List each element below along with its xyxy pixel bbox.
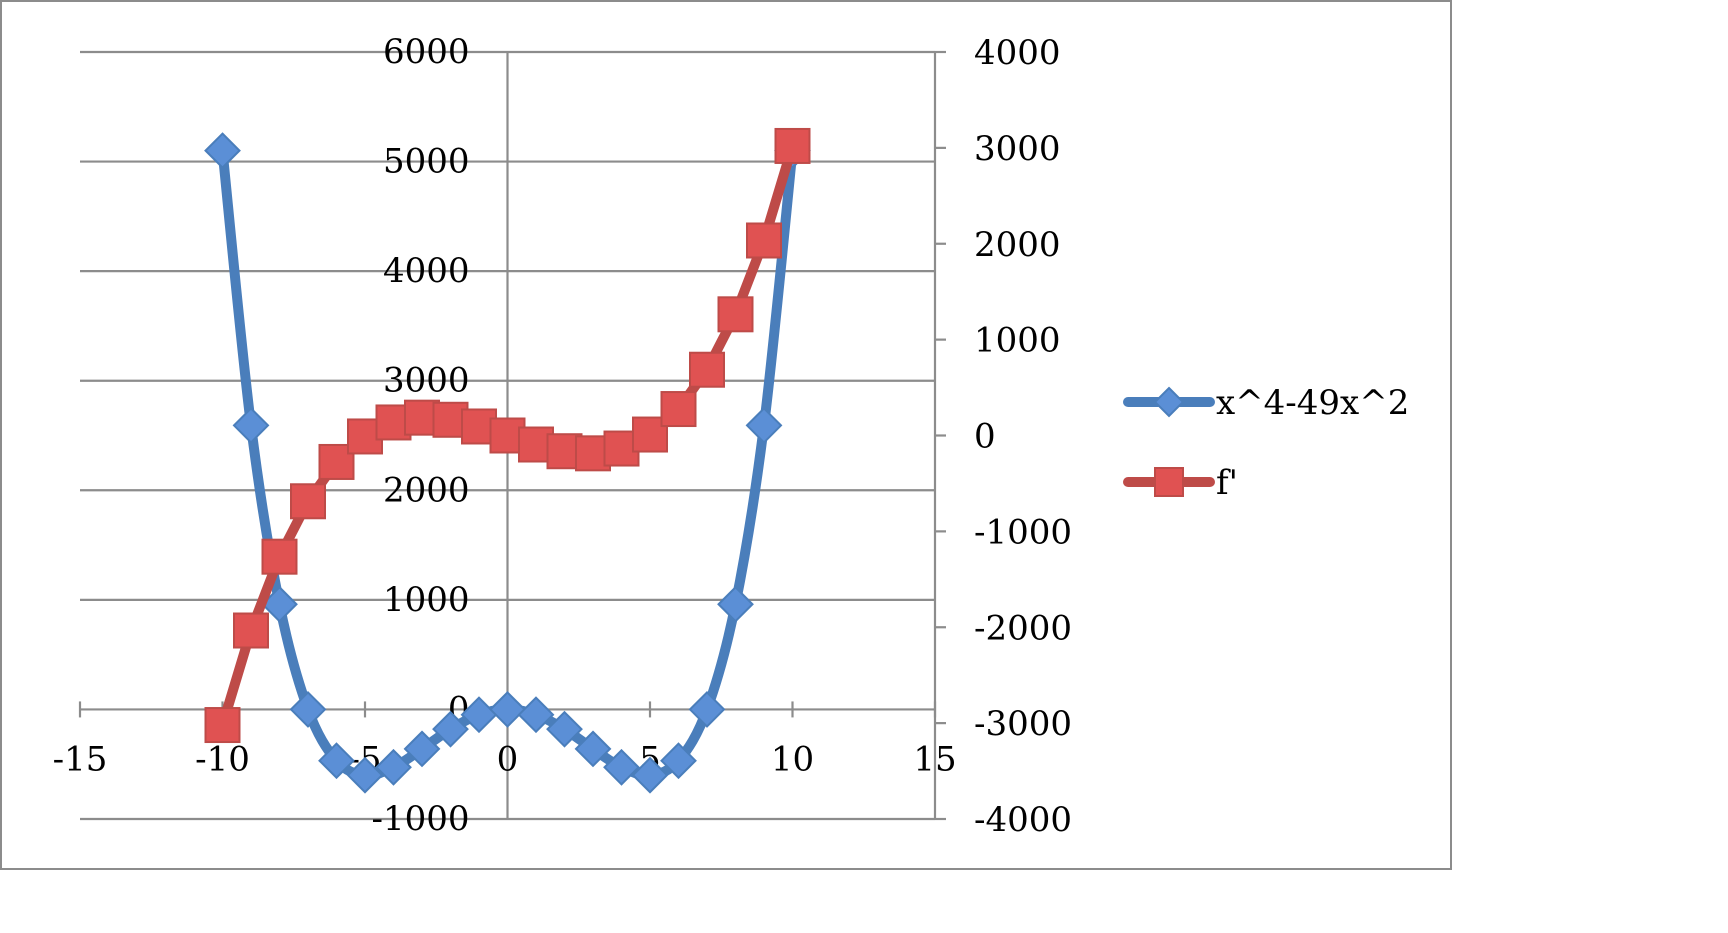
- primary-y-tick-label: 5000: [383, 142, 470, 182]
- series-2-point: [746, 222, 782, 259]
- series-1-point: [631, 756, 669, 794]
- series-1: [204, 132, 811, 794]
- secondary-y-tick-label: -1000: [974, 512, 1072, 552]
- series-1-point: [346, 756, 384, 794]
- series-1-point: [517, 696, 555, 734]
- series-2-point: [290, 483, 326, 520]
- series-1-point: [717, 585, 754, 623]
- x-tick-label: -15: [53, 739, 108, 779]
- legend-entry-2: f': [1123, 463, 1238, 503]
- series-1-point: [318, 742, 355, 780]
- series-1-point: [688, 691, 726, 728]
- series-layer: [204, 127, 811, 794]
- series-1-point: [403, 730, 441, 768]
- series-2-point: [233, 612, 269, 649]
- series-2-point: [774, 127, 811, 164]
- series-1-point: [574, 730, 612, 768]
- series-1-point: [204, 132, 241, 170]
- primary-y-tick-label: 6000: [383, 32, 470, 72]
- legend-label: f': [1216, 463, 1238, 503]
- series-2-point: [689, 351, 725, 388]
- series-2-point: [261, 538, 298, 575]
- primary-y-tick-label: 3000: [383, 361, 470, 401]
- secondary-y-tick-labels: -4000 -3000 -2000 -1000 0 1000 2000 3000 4000: [974, 33, 1072, 840]
- secondary-y-tick-label: 2000: [974, 225, 1061, 265]
- series-2-point: [204, 707, 241, 744]
- series-2-point: [660, 391, 697, 428]
- primary-y-tick-label: 4000: [383, 251, 470, 291]
- legend-swatch-marker: [1154, 467, 1184, 497]
- series-1-point: [232, 407, 270, 444]
- legend-label: x^4-49x^2: [1216, 383, 1409, 423]
- secondary-y-tick-label: 0: [974, 417, 996, 457]
- x-tick-label: -10: [195, 739, 250, 779]
- secondary-y-tick-label: 4000: [974, 33, 1061, 73]
- series-1-point: [546, 710, 583, 748]
- x-tick-label: 10: [771, 739, 814, 779]
- secondary-y-tick-label: -4000: [974, 800, 1072, 840]
- x-tick-label: 0: [497, 739, 519, 779]
- secondary-y-tick-label: -2000: [974, 608, 1072, 648]
- legend-swatch-marker: [1153, 386, 1185, 418]
- series-1-point: [745, 407, 783, 444]
- primary-y-tick-label: 2000: [383, 470, 470, 510]
- series-1-point: [660, 742, 697, 780]
- series-1-point: [289, 691, 327, 728]
- legend-entry-1: x^4-49x^2: [1123, 383, 1409, 423]
- series-1-point: [603, 748, 640, 786]
- series-1-point: [432, 710, 469, 748]
- series-2-point: [717, 296, 754, 333]
- legend: x^4-49x^2 f': [1123, 383, 1409, 503]
- x-tick-label: 15: [913, 739, 956, 779]
- series-1-point: [489, 691, 526, 728]
- secondary-y-tick-label: 3000: [974, 129, 1061, 169]
- secondary-y-tick-label: 1000: [974, 321, 1061, 361]
- secondary-y-tick-label: -3000: [974, 704, 1072, 744]
- primary-y-tick-label: -1000: [371, 799, 469, 839]
- series-1-point: [375, 748, 412, 786]
- primary-y-tick-label: 1000: [383, 580, 470, 620]
- series-2: [204, 127, 811, 744]
